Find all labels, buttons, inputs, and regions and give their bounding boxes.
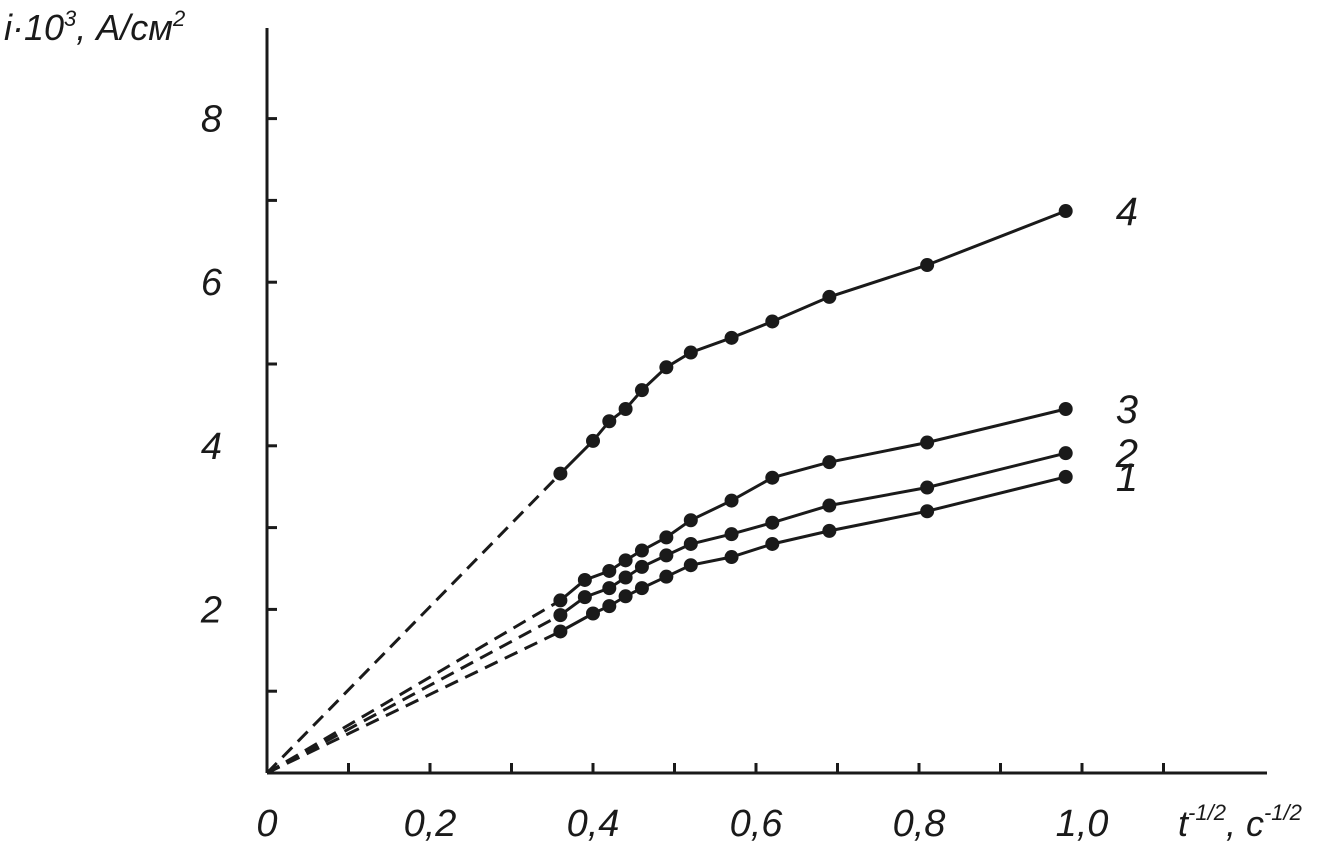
series-3-point: [765, 470, 780, 485]
series-4-point: [602, 414, 617, 429]
series-2-point: [618, 570, 633, 585]
series-4-point: [1058, 204, 1073, 219]
series-3-label: 3: [1116, 388, 1138, 432]
series-3-point: [602, 563, 617, 578]
series-3-point: [634, 543, 649, 558]
series-lines: [265, 209, 1067, 775]
series-4-label: 4: [1116, 190, 1138, 234]
series-3-point: [822, 455, 837, 470]
series-1-point: [602, 599, 617, 614]
y-tick-label: 2: [200, 589, 222, 631]
series-2-point: [659, 548, 674, 563]
series-1-point: [586, 606, 600, 621]
x-axis-label-main: t: [1178, 803, 1190, 844]
series-2-point: [1058, 446, 1073, 461]
y-tick-label: 6: [201, 262, 223, 304]
x-tick-label: 1,0: [1056, 803, 1109, 845]
series-points: [553, 204, 1073, 639]
series-2-extrapolation: [266, 613, 562, 775]
series-3-point: [920, 435, 935, 450]
series-2-point: [724, 527, 739, 542]
series-2-point: [683, 536, 698, 551]
series-3-point: [724, 493, 739, 508]
y-axis-label-unit-sup: 2: [172, 6, 185, 31]
x-axis-label-unit: , с: [1226, 803, 1264, 844]
x-axis-label: t-1/2, с-1/2: [1178, 800, 1302, 844]
series-1-point: [618, 589, 633, 604]
series-2-point: [822, 498, 837, 513]
series-1-point: [634, 581, 649, 596]
y-axis-label: i·103, А/см2: [4, 6, 185, 48]
y-axis-label-main: i·10: [4, 7, 64, 48]
ticks: 0 0,2 0,4 0,6 0,8 1,0 2 4 6 8: [200, 99, 1165, 845]
x-tick-label: 0,8: [893, 803, 946, 845]
series-4-point: [618, 401, 633, 416]
series-3-point: [659, 530, 674, 545]
series-2-point: [634, 559, 649, 574]
series-1-point: [553, 624, 568, 639]
series-4-point: [553, 466, 568, 481]
series-1-extrapolation: [266, 630, 562, 775]
x-axis-label-sup: -1/2: [1188, 800, 1226, 825]
series-1-point: [659, 569, 674, 584]
y-axis-label-sup: 3: [64, 6, 77, 31]
x-tick-label: 0,6: [730, 803, 784, 845]
y-axis-label-unit: , А/см: [76, 7, 173, 48]
series-4-point: [683, 345, 698, 360]
series-4-line: [559, 209, 1067, 475]
series-4-point: [920, 258, 935, 273]
series-1-point: [683, 558, 698, 573]
series-3-point: [1058, 401, 1073, 416]
series-2-point: [920, 480, 935, 495]
series-3-point: [683, 513, 698, 528]
series-1-point: [765, 536, 780, 551]
series-2-point: [602, 581, 617, 596]
series-3-point: [553, 593, 568, 608]
series-2-point: [553, 608, 568, 623]
series-1-point: [920, 504, 935, 519]
series-1-point: [822, 523, 837, 538]
series-1-point: [724, 550, 739, 565]
series-4-extrapolation: [265, 472, 562, 775]
series-2-point: [765, 515, 780, 530]
x-tick-label: 0: [256, 803, 277, 845]
x-axis-label-unit-sup: -1/2: [1264, 800, 1302, 825]
series-4-point: [765, 314, 780, 329]
series-1-label: 1: [1116, 456, 1138, 500]
series-1-point: [1058, 469, 1073, 484]
series-2-label: 2: [1115, 432, 1138, 476]
series-4-point: [659, 360, 674, 375]
series-4-point: [822, 289, 837, 304]
y-tick-label: 4: [201, 426, 222, 468]
series-4-point: [634, 383, 649, 398]
y-tick-label: 8: [201, 99, 222, 141]
x-tick-label: 0,4: [567, 803, 620, 845]
x-tick-label: 0,2: [404, 803, 457, 845]
series-3-point: [577, 572, 592, 587]
series-4-point: [724, 330, 739, 345]
series-3-point: [618, 553, 633, 568]
series-2-point: [577, 590, 592, 605]
series-3-extrapolation: [266, 599, 562, 775]
axes: [265, 28, 1267, 775]
series-4-point: [586, 433, 600, 448]
